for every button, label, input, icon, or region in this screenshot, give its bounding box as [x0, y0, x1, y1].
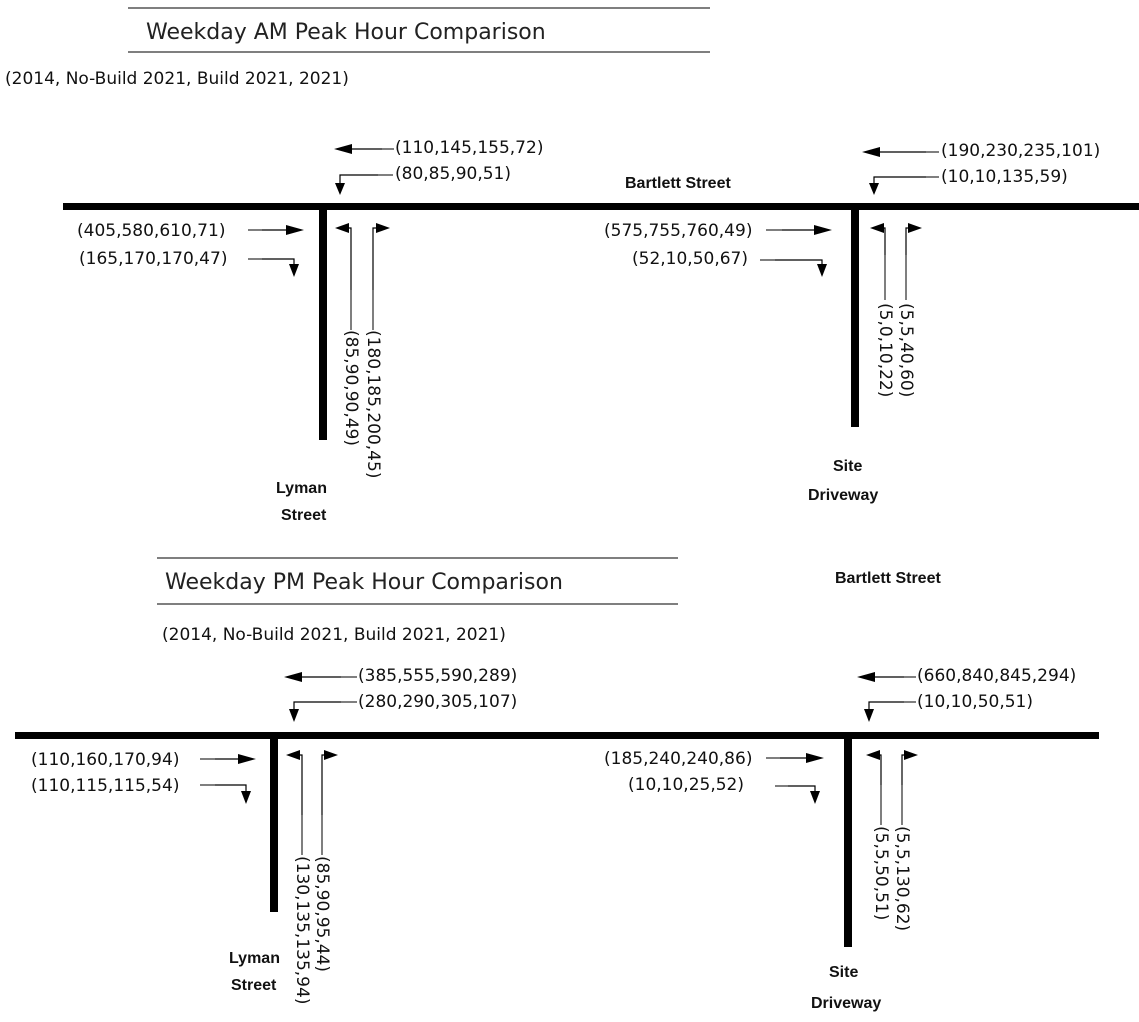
am-lyman-nb-left-arrow: [349, 227, 352, 290]
pm-site-eb-right-volume: (10,10,25,52): [628, 775, 744, 795]
am-site-driveway-label-1: Site: [833, 458, 862, 475]
pm-site-nb-left-arrowhead: [866, 750, 880, 760]
am-lyman-eb-thru-arrowhead: [286, 225, 304, 235]
pm-lyman-eb-right-arrow: [215, 784, 247, 791]
pm-lyman-nb-left-arrowhead: [286, 750, 300, 760]
pm-lyman-nb-left-volume: (130,135,135,94): [292, 856, 312, 1004]
am-site-eb-right-arrowhead: [817, 264, 827, 277]
pm-site-nb-left-arrow: [880, 754, 882, 785]
am-lyman-eb-right-arrow: [262, 258, 295, 264]
am-site-driveway-label-2: Driveway: [808, 487, 878, 504]
pm-lyman-intersection: (385,555,590,289) (280,290,305,107) (110…: [31, 666, 517, 1004]
am-lyman-wb-left-volume: (80,85,90,51): [395, 164, 511, 184]
am-lyman-street-label-2: Street: [281, 507, 327, 524]
pm-site-wb-left-arrowhead: [864, 709, 874, 722]
pm-subtitle: (2014, No-Build 2021, Build 2021, 2021): [162, 625, 506, 645]
am-site-wb-left-arrowhead: [869, 183, 879, 195]
am-lyman-intersection: (110,145,155,72) (80,85,90,51) (405,580,…: [77, 138, 543, 478]
pm-site-eb-thru-volume: (185,240,240,86): [604, 749, 752, 769]
am-bartlett-street-road: [63, 203, 1139, 210]
am-lyman-wb-thru-arrowhead: [334, 144, 352, 154]
pm-lyman-eb-right-volume: (110,115,115,54): [31, 776, 179, 796]
am-lyman-street-road: [319, 207, 327, 440]
am-site-nb-right-volume: (5,5,40,60): [896, 303, 916, 397]
am-lyman-nb-right-arrowhead: [376, 223, 390, 233]
am-lyman-wb-thru-volume: (110,145,155,72): [395, 138, 543, 158]
am-bartlett-street-label: Bartlett Street: [625, 175, 731, 192]
am-site-wb-left-arrow: [873, 176, 926, 183]
pm-bartlett-street-label: Bartlett Street: [835, 570, 941, 587]
am-site-eb-right-volume: (52,10,50,67): [632, 249, 748, 269]
am-lyman-eb-thru-volume: (405,580,610,71): [77, 221, 225, 241]
am-site-wb-thru-volume: (190,230,235,101): [941, 141, 1100, 161]
pm-lyman-wb-left-arrowhead: [289, 709, 299, 722]
am-lyman-nb-right-arrow: [372, 227, 376, 290]
am-lyman-eb-right-arrowhead: [289, 264, 299, 277]
am-site-wb-thru-arrowhead: [862, 147, 880, 157]
pm-site-driveway-label-1: Site: [829, 964, 858, 981]
pm-site-driveway-label-2: Driveway: [811, 995, 881, 1012]
pm-lyman-eb-right-arrowhead: [241, 791, 251, 804]
am-title: Weekday AM Peak Hour Comparison: [146, 20, 546, 45]
pm-site-wb-thru-volume: (660,840,845,294): [917, 666, 1076, 686]
pm-lyman-street-label-1: Lyman: [229, 950, 280, 967]
pm-site-eb-right-arrow: [788, 785, 816, 791]
pm-site-wb-thru-arrowhead: [857, 672, 875, 682]
am-lyman-nb-right-volume: (180,185,200,45): [363, 330, 383, 478]
am-site-intersection: (190,230,235,101) (10,10,135,59) (575,75…: [604, 141, 1100, 397]
am-lyman-nb-left-volume: (85,90,90,49): [341, 330, 361, 446]
am-lyman-wb-left-arrowhead: [335, 183, 345, 195]
pm-site-eb-right-arrowhead: [810, 791, 820, 804]
am-lyman-wb-left-arrow: [339, 174, 378, 183]
pm-site-driveway-road: [844, 736, 852, 947]
pm-lyman-eb-thru-volume: (110,160,170,94): [31, 750, 179, 770]
pm-lyman-street-label-2: Street: [231, 977, 277, 994]
pm-lyman-nb-right-arrowhead: [324, 750, 338, 760]
pm-site-intersection: (660,840,845,294) (10,10,50,51) (185,240…: [604, 666, 1076, 931]
pm-lyman-eb-thru-arrowhead: [238, 754, 256, 764]
pm-lyman-nb-left-arrow: [300, 754, 303, 815]
am-site-eb-thru-arrowhead: [814, 225, 832, 235]
am-site-eb-right-arrow: [775, 259, 823, 264]
am-site-nb-right-arrow: [905, 227, 908, 255]
pm-site-wb-left-volume: (10,10,50,51): [917, 692, 1033, 712]
am-site-nb-left-arrowhead: [870, 223, 884, 233]
am-site-nb-right-arrowhead: [908, 223, 922, 233]
am-site-wb-left-volume: (10,10,135,59): [941, 167, 1068, 187]
am-lyman-eb-right-volume: (165,170,170,47): [79, 249, 227, 269]
am-subtitle: (2014, No-Build 2021, Build 2021, 2021): [5, 69, 349, 89]
pm-lyman-nb-right-volume: (85,90,95,44): [312, 856, 332, 972]
pm-lyman-wb-thru-arrowhead: [284, 672, 302, 682]
am-site-driveway-road: [851, 207, 859, 427]
pm-lyman-nb-right-arrow: [321, 754, 324, 815]
pm-lyman-wb-thru-volume: (385,555,590,289): [358, 666, 517, 686]
am-site-nb-left-arrow: [884, 227, 886, 255]
am-lyman-nb-left-arrowhead: [335, 223, 349, 233]
pm-site-eb-thru-arrowhead: [806, 753, 824, 763]
pm-site-nb-right-arrow: [901, 754, 904, 785]
pm-lyman-street-road: [270, 736, 278, 912]
pm-site-nb-left-volume: (5,5,50,51): [871, 826, 891, 920]
pm-lyman-wb-left-arrow: [293, 701, 341, 709]
pm-site-nb-right-volume: (5,5,130,62): [892, 826, 912, 931]
am-site-nb-left-volume: (5,0,10,22): [875, 303, 895, 397]
pm-title: Weekday PM Peak Hour Comparison: [165, 570, 563, 595]
am-peak-section: Weekday AM Peak Hour Comparison (2014, N…: [5, 7, 1139, 524]
pm-site-wb-left-arrow: [868, 701, 904, 709]
pm-site-nb-right-arrowhead: [904, 750, 918, 760]
am-site-eb-thru-volume: (575,755,760,49): [604, 221, 752, 241]
pm-lyman-wb-left-volume: (280,290,305,107): [358, 692, 517, 712]
pm-bartlett-street-road: [15, 732, 1099, 739]
am-lyman-street-label-1: Lyman: [276, 480, 327, 497]
pm-peak-section: Weekday PM Peak Hour Comparison (2014, N…: [15, 557, 1099, 1012]
